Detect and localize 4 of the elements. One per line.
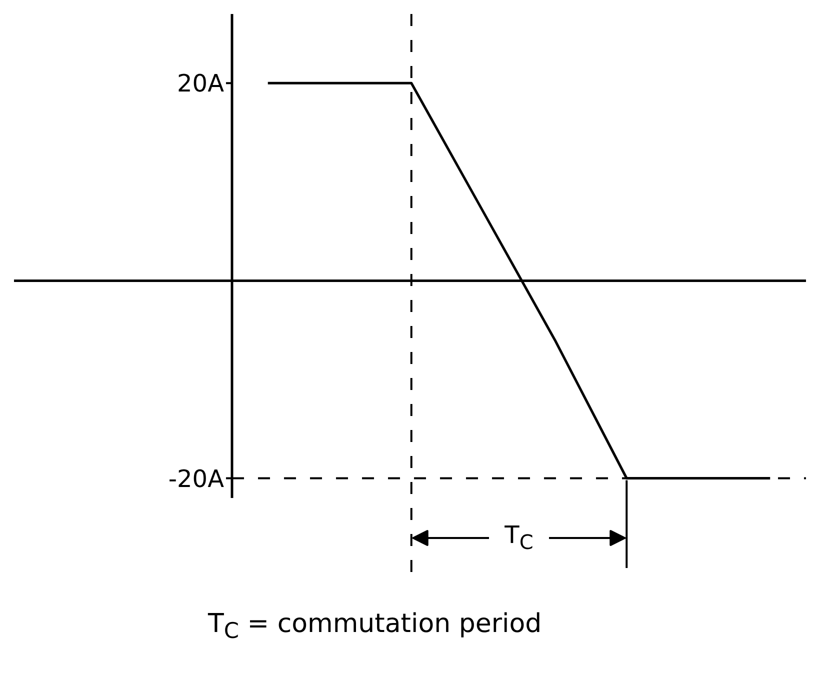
y-tick-label: -20A [168,464,225,493]
text: T$_{C}$ [504,520,534,556]
text: T$_{C}$ = commutation period [208,608,542,646]
y-tick-label: 20A [177,70,225,98]
